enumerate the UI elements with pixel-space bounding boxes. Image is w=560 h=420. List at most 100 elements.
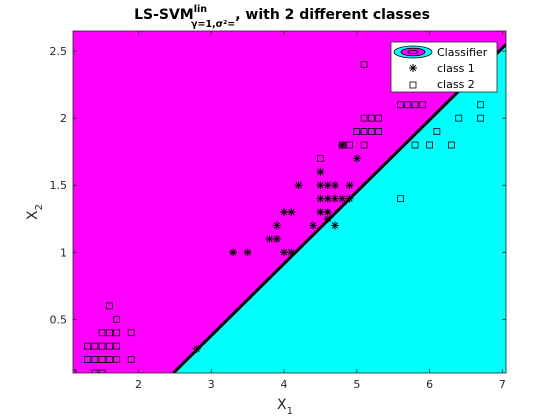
chart-title: LS-SVMlin γ=1,σ²=, with 2 different class… xyxy=(134,4,430,30)
class-2-point xyxy=(105,329,113,337)
x-tick-label: 6 xyxy=(426,378,433,391)
class-1-point xyxy=(280,248,289,257)
class-1-point xyxy=(316,167,325,176)
class-1-point xyxy=(287,248,296,257)
class-1-point xyxy=(352,154,361,163)
class-1-point xyxy=(294,181,303,190)
legend-class-1-marker xyxy=(409,64,417,72)
axes-frame xyxy=(72,30,507,374)
class-1-point xyxy=(330,221,339,230)
y-tick-label: 1 xyxy=(60,246,67,259)
x-tick-label: 3 xyxy=(208,378,215,391)
class-2-point xyxy=(98,356,106,363)
title-suffix: , with 2 different classes xyxy=(235,7,430,23)
class-2-point xyxy=(113,342,121,350)
class-2-point xyxy=(397,195,404,203)
class-1-point xyxy=(309,221,318,230)
class-1-point xyxy=(323,194,332,203)
class-1-point xyxy=(330,181,339,190)
markers-class-1 xyxy=(192,141,361,353)
x-ticks: 2 3 4 5 6 7 xyxy=(135,31,506,391)
x-tick-label: 7 xyxy=(499,378,506,391)
class-2-point xyxy=(91,369,99,373)
class-1-point xyxy=(272,234,281,243)
class-2-point xyxy=(105,302,113,310)
legend-classifier-icon xyxy=(393,45,433,59)
class-1-point xyxy=(323,181,332,190)
y-tick-label: 0.5 xyxy=(50,313,68,326)
y-tick-label: 2 xyxy=(60,112,67,125)
class-2-point xyxy=(113,315,121,323)
class-2-point xyxy=(98,369,106,373)
class-2-point xyxy=(105,342,113,350)
class-1-point xyxy=(323,208,332,217)
class-2-point xyxy=(84,342,91,350)
legend-label-classifier: Classifier xyxy=(437,46,488,59)
y-tick-label: 1.5 xyxy=(50,179,68,192)
y-label-main: X xyxy=(25,210,41,220)
class-2-point xyxy=(433,128,441,135)
class-2-point xyxy=(411,141,419,149)
class-2-point xyxy=(367,114,375,122)
class-1-point xyxy=(345,194,354,203)
class-2-point xyxy=(346,141,353,149)
class-1-point xyxy=(280,208,289,217)
class-1-point xyxy=(272,221,281,230)
class-2-point xyxy=(477,101,484,109)
class-1-point xyxy=(229,248,238,257)
x-label-main: X xyxy=(277,397,287,413)
class-2-point xyxy=(127,329,135,337)
class-2-point xyxy=(455,114,463,122)
class-2-point xyxy=(338,141,346,149)
class-2-point xyxy=(91,342,99,350)
markers-class-2 xyxy=(73,61,484,373)
class-2-point xyxy=(353,128,361,135)
x-tick-label: 5 xyxy=(353,378,360,391)
class-1-point xyxy=(243,248,252,257)
title-subscript: γ=1,σ²= xyxy=(191,19,235,30)
title-superscript: lin xyxy=(194,4,208,15)
class-2-point xyxy=(404,101,412,109)
class-2-point xyxy=(360,114,368,122)
decision-boundary xyxy=(172,43,506,373)
class-2-point xyxy=(397,101,404,109)
class-2-point xyxy=(411,101,419,109)
class-2-point xyxy=(113,329,121,337)
legend-box xyxy=(390,41,498,93)
legend-class-2-marker xyxy=(409,81,417,89)
class-1-point xyxy=(345,181,354,190)
class-2-point xyxy=(105,356,113,363)
class-1-point xyxy=(316,194,325,203)
x-tick-label: 4 xyxy=(281,378,288,391)
class-2-point xyxy=(91,356,99,363)
y-ticks: 0.5 1 1.5 2 2.5 xyxy=(50,45,506,326)
class-2-point xyxy=(360,141,368,149)
x-axis-label: X1 xyxy=(277,397,293,417)
class-2-point xyxy=(127,356,135,363)
class-2-point xyxy=(360,128,368,135)
legend-asterisk xyxy=(409,64,417,72)
class-2-point xyxy=(84,356,91,363)
class-1-point xyxy=(323,214,332,223)
class-2-point xyxy=(360,61,368,68)
legend-label-class-2: class 2 xyxy=(437,78,475,91)
y-axis-label: X2 xyxy=(25,204,45,220)
class-2-point xyxy=(317,155,324,162)
y-tick-label: 2.5 xyxy=(50,45,68,58)
class-2-point xyxy=(113,356,121,363)
class-1-point xyxy=(330,194,339,203)
x-label-sub: 1 xyxy=(287,406,293,417)
class-1-point xyxy=(316,208,325,217)
class-1-point xyxy=(265,234,274,243)
class-1-point xyxy=(316,181,325,190)
class-2-point xyxy=(367,128,375,135)
class-2-point xyxy=(375,128,383,135)
class-1-point xyxy=(338,194,347,203)
class-1-point xyxy=(192,344,201,353)
class-1-point xyxy=(287,208,296,217)
class-2-point xyxy=(98,329,106,337)
title-prefix: LS-SVM xyxy=(134,7,194,23)
legend-label-class-1: class 1 xyxy=(437,62,475,75)
class-2-point xyxy=(477,114,484,122)
